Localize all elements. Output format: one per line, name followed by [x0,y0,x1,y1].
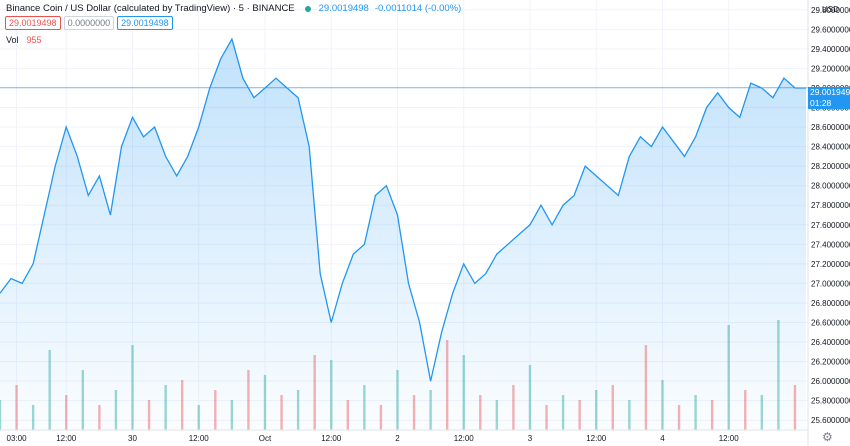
y-tick-label: 26.8000000 [811,299,850,308]
symbol-title[interactable]: Binance Coin / US Dollar (calculated by … [6,3,295,14]
last-price-value: 29.0019498 [810,87,850,97]
y-tick-label: 27.0000000 [811,279,850,288]
y-axis[interactable]: 29.8000000 29.6000000 29.4000000 29.2000000… [811,6,850,425]
y-tick-label: 26.2000000 [811,358,850,367]
y-tick-label: 27.6000000 [811,221,850,230]
bid-box[interactable]: 29.0019498 [5,16,61,30]
x-tick-label: Oct [259,434,272,443]
price-boxes: 29.0019498 0.0000000 29.0019498 [5,16,173,30]
volume-value: 955 [26,35,42,45]
y-tick-label: 27.2000000 [811,260,850,269]
y-tick-label: 28.6000000 [811,123,850,132]
volume-legend: Vol 955 [6,35,42,45]
price-area [0,39,806,430]
y-tick-label: 28.2000000 [811,162,850,171]
x-tick-label: 30 [128,434,137,443]
x-tick-label: 12:00 [586,434,607,443]
y-tick-label: 26.4000000 [811,338,850,347]
y-tick-label: 29.6000000 [811,25,850,34]
x-tick-label: 12:00 [719,434,740,443]
x-tick-label: 12:00 [321,434,342,443]
status-dot [304,5,311,12]
currency-label: USD [822,5,839,14]
y-tick-label: 27.4000000 [811,240,850,249]
y-tick-label: 26.6000000 [811,319,850,328]
x-tick-label: 12:00 [56,434,77,443]
x-tick-label: 12:00 [454,434,475,443]
x-tick-label: 4 [660,434,665,443]
bar-countdown: 01:28 [810,98,832,108]
y-tick-label: 25.6000000 [811,416,850,425]
last-price-tag: 29.0019498 01:28 [808,87,850,109]
price-line [0,37,806,382]
y-tick-label: 25.8000000 [811,397,850,406]
chart-legend: Binance Coin / US Dollar (calculated by … [6,3,461,14]
spread-box: 0.0000000 [63,16,115,30]
y-tick-label: 28.0000000 [811,182,850,191]
y-tick-label: 26.0000000 [811,377,850,386]
y-tick-label: 29.8000000 [811,6,850,15]
ask-box[interactable]: 29.0019498 [117,16,173,30]
x-tick-label: 3 [528,434,533,443]
x-tick-label: 12:00 [189,434,210,443]
x-axis[interactable]: 03:00 12:00 30 12:00 Oct 12:00 2 12:00 3 12:00 4 12… [7,434,740,443]
volume-label: Vol [6,35,19,45]
y-tick-label: 29.4000000 [811,45,850,54]
y-tick-label: 28.4000000 [811,143,850,152]
legend-price: 29.0019498 [318,3,369,14]
legend-change: -0.0011014 (-0.00%) [374,3,462,14]
x-tick-label: 2 [395,434,400,443]
y-tick-label: 29.2000000 [811,64,850,73]
y-tick-label: 27.8000000 [811,201,850,210]
x-tick-label: 03:00 [7,434,28,443]
gear-icon[interactable]: ⚙ [822,430,833,444]
